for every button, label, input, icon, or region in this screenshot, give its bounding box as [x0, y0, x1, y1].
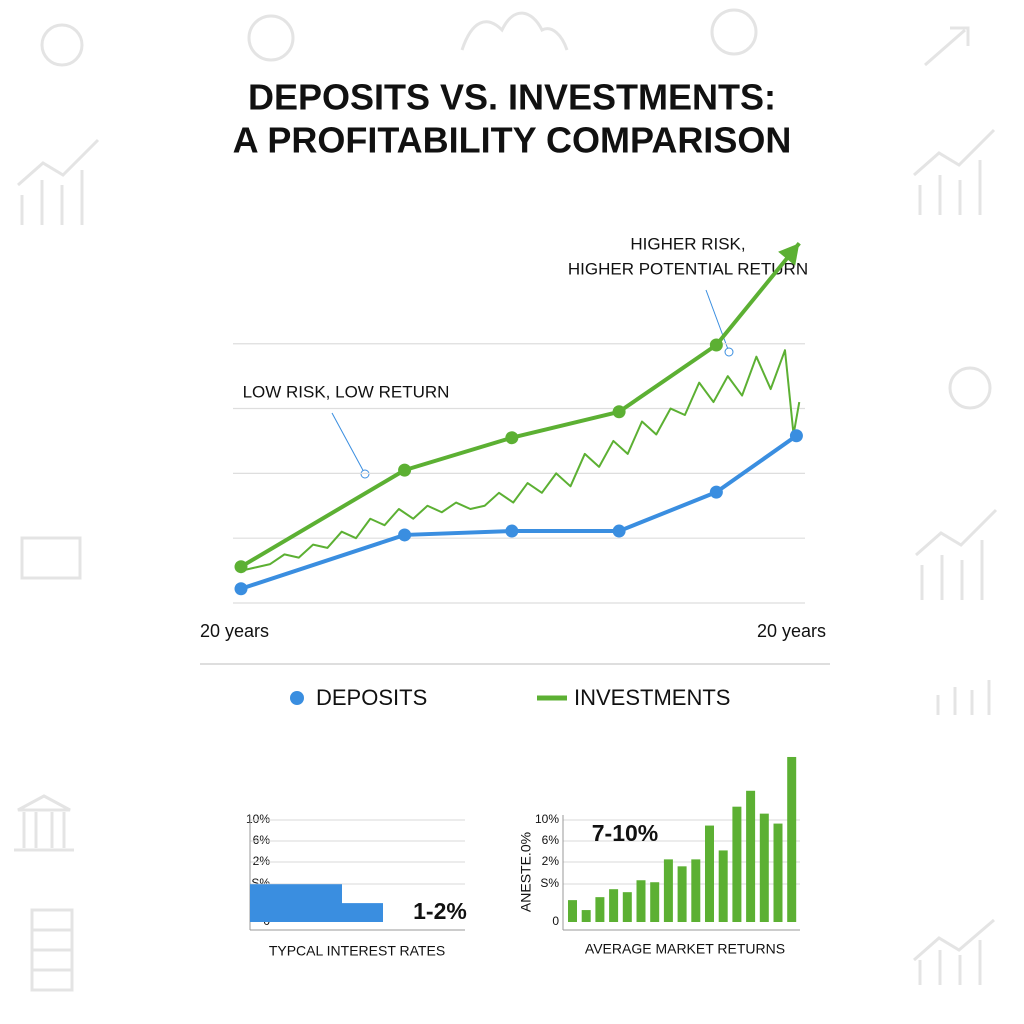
bar	[759, 813, 769, 922]
y-tick-label: 0	[552, 914, 559, 928]
point	[398, 463, 412, 477]
y-axis-title: ANESTE.0%	[518, 832, 534, 912]
x-label: 20 years	[757, 621, 826, 641]
bar	[746, 790, 756, 922]
bar	[609, 889, 619, 922]
point	[505, 431, 519, 445]
bar	[568, 900, 577, 922]
bar	[705, 825, 714, 922]
bar	[663, 859, 673, 922]
point	[612, 524, 626, 538]
growth-icon	[913, 918, 995, 985]
coin-icon	[948, 366, 992, 410]
legend-dot	[290, 691, 304, 705]
bar	[342, 903, 383, 922]
point	[612, 405, 626, 419]
bar	[650, 882, 660, 922]
y-tick-label: 10%	[535, 812, 559, 826]
series-line	[241, 349, 801, 572]
bar	[691, 859, 701, 922]
point	[709, 485, 723, 499]
y-tick-label: 6%	[542, 833, 560, 847]
annotation: 1-2%	[413, 898, 467, 924]
legend-label: INVESTMENTS	[574, 685, 730, 710]
bar	[250, 884, 342, 922]
point	[709, 338, 723, 352]
background-icons	[14, 8, 998, 992]
bank-icon	[14, 794, 74, 852]
point	[789, 429, 803, 443]
growth-icon	[17, 138, 100, 225]
series-line	[240, 434, 798, 591]
cash-icon	[20, 536, 82, 580]
point	[234, 582, 248, 596]
bar	[581, 910, 591, 922]
x-axis-title: AVERAGE MARKET RETURNS	[585, 941, 785, 957]
annotation: LOW RISK, LOW RETURN	[243, 382, 450, 401]
growth-icon	[913, 128, 996, 215]
legend-label: DEPOSITS	[316, 685, 427, 710]
coins-icon	[30, 908, 74, 992]
cloud-icon	[460, 11, 569, 51]
bar	[622, 892, 632, 922]
leader-dot	[360, 469, 370, 479]
point	[398, 528, 412, 542]
y-tick-label: S%	[540, 876, 559, 890]
annotation: 7-10%	[592, 820, 658, 846]
bar	[773, 823, 783, 922]
bar	[732, 806, 742, 922]
title: A PROFITABILITY COMPARISON	[233, 120, 792, 161]
coin-icon	[710, 8, 758, 56]
x-axis-title: TYPCAL INTEREST RATES	[269, 943, 445, 959]
bar	[677, 866, 687, 922]
y-tick-label: 6%	[253, 833, 271, 847]
annotation: HIGHER RISK,	[630, 234, 745, 253]
bar	[718, 850, 728, 922]
arrow-icon	[924, 26, 970, 67]
leader-dot	[724, 347, 734, 357]
bar	[595, 897, 605, 922]
title: DEPOSITS VS. INVESTMENTS:	[248, 77, 776, 118]
y-tick-label: 2%	[253, 854, 271, 868]
growth-icon	[915, 508, 998, 600]
growth-icon	[936, 680, 991, 715]
coin-icon	[247, 14, 295, 62]
annotation: HIGHER POTENTIAL RETURN	[568, 259, 808, 278]
point	[234, 560, 248, 574]
coin-icon	[40, 23, 84, 67]
leader-line	[331, 412, 366, 475]
point	[505, 524, 519, 538]
bar	[636, 880, 646, 922]
y-tick-label: 10%	[246, 812, 270, 826]
y-tick-label: 2%	[542, 854, 560, 868]
bar	[787, 756, 797, 922]
series-line	[239, 241, 801, 569]
arrow-head	[778, 243, 800, 266]
leader-line	[705, 289, 730, 353]
x-label: 20 years	[200, 621, 269, 641]
